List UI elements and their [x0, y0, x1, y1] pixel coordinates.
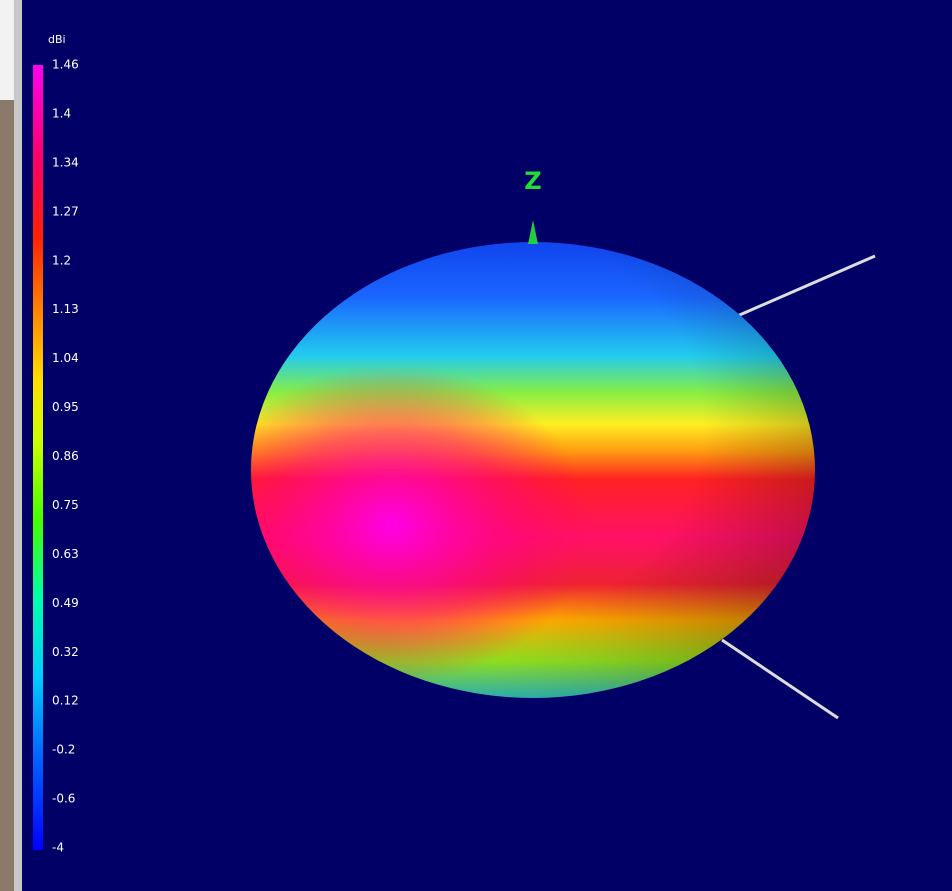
colorbar-labels: 1.46 1.4 1.34 1.27 1.2 1.13 1.04 0.95 0.86 0.75 0.…: [52, 58, 79, 855]
axis-line: [721, 638, 839, 720]
colorbar-label: 0.12: [52, 694, 79, 708]
pattern-shading: [251, 242, 815, 698]
window-border: [14, 0, 22, 891]
colorbar-label: -4: [52, 841, 64, 855]
colorbar-label: 1.46: [52, 58, 79, 72]
colorbar-unit: dBi: [48, 33, 66, 46]
colorbar-label: 0.49: [52, 596, 79, 610]
colorbar-label: 0.63: [52, 547, 79, 561]
z-axis-label: Z: [524, 167, 541, 195]
side-panel: [0, 0, 14, 100]
colorbar-label: 1.34: [52, 155, 79, 169]
colorbar-label: 0.95: [52, 400, 79, 414]
z-arrow: [528, 220, 538, 244]
colorbar-label: 1.27: [52, 204, 79, 218]
colorbar-label: 1.04: [52, 351, 79, 365]
colorbar-label: 0.32: [52, 645, 79, 659]
colorbar-label: 1.13: [52, 302, 79, 316]
colorbar-label: -0.2: [52, 743, 75, 757]
colorbar-label: -0.6: [52, 792, 75, 806]
colorbar-label: 0.75: [52, 498, 79, 512]
colorbar-label: 1.4: [52, 106, 71, 120]
colorbar-label: 1.2: [52, 253, 71, 267]
axis-line: [734, 254, 876, 319]
colorbar: [33, 65, 43, 850]
colorbar-label: 0.86: [52, 449, 79, 463]
